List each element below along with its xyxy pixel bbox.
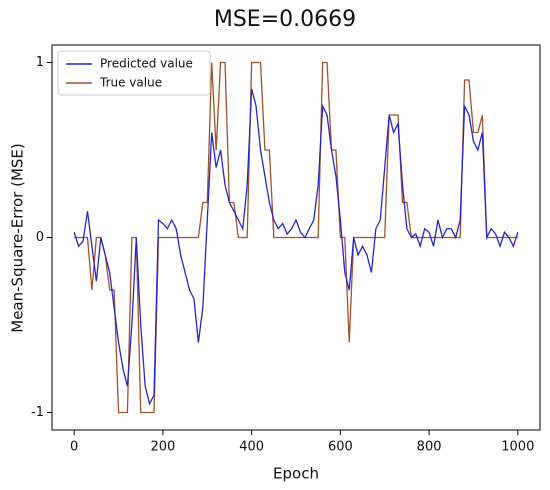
series-line — [73, 88, 519, 406]
legend-box — [57, 50, 211, 96]
chart-title: MSE=0.0669 — [214, 7, 356, 32]
x-tick-label: 800 — [417, 440, 442, 455]
y-tick-label: -1 — [31, 405, 44, 420]
y-tick-label: 1 — [36, 55, 44, 70]
x-axis-label: Epoch — [273, 465, 319, 483]
x-tick-label: 1000 — [501, 440, 534, 455]
x-tick-label: 0 — [70, 440, 78, 455]
plot-frame — [51, 44, 541, 431]
legend-label: Predicted value — [100, 57, 193, 71]
x-tick-label: 400 — [239, 440, 264, 455]
x-tick-label: 600 — [328, 440, 353, 455]
y-tick-label: 0 — [36, 230, 44, 245]
legend-label: True value — [99, 76, 162, 90]
x-tick-label: 200 — [150, 440, 175, 455]
series-line — [74, 61, 518, 414]
y-axis-label: Mean-Square-Error (MSE) — [9, 143, 27, 332]
